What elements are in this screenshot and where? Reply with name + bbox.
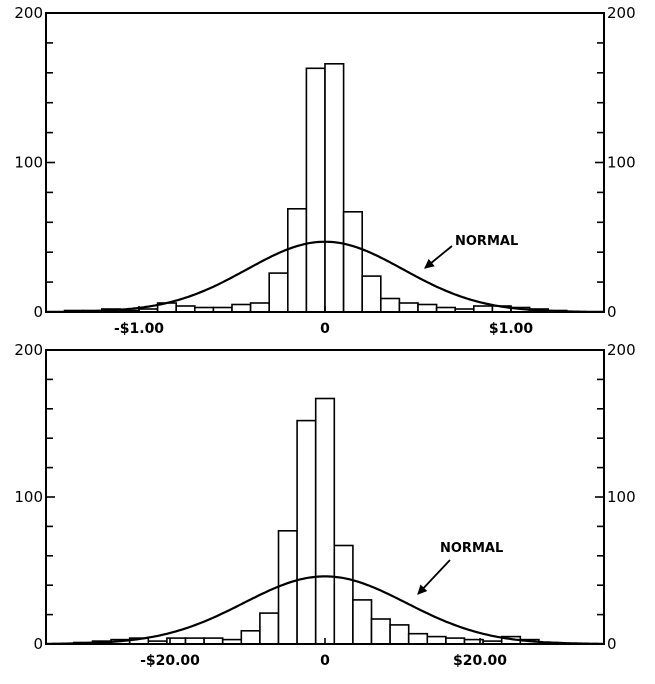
annotation-arrowhead [424, 258, 435, 269]
histogram-bar [407, 632, 429, 645]
histogram-bar [268, 272, 289, 313]
histogram-bar [352, 599, 373, 645]
histogram-bar [426, 635, 447, 645]
y-tick-label-left: 200 [14, 4, 43, 22]
normal-annotation: NORMAL [440, 541, 503, 556]
histogram-bar [333, 544, 354, 645]
x-tick-label: -$1.00 [114, 321, 164, 337]
annotation-arrowhead [417, 584, 428, 595]
histogram-bar [249, 302, 271, 313]
histogram-bar [370, 618, 391, 645]
normal-curve [46, 575, 604, 645]
x-tick-label: $1.00 [489, 321, 534, 337]
histogram-bar [389, 624, 410, 645]
x-tick-label: $20.00 [453, 653, 507, 669]
histogram-bar [231, 303, 252, 313]
x-tick-label: -$20.00 [140, 653, 200, 669]
chart-panel-2: 0 0 100 100 200 200 -$20.00 0 $20.00 NORMAL [14, 341, 635, 669]
normal-annotation: NORMAL [455, 234, 518, 249]
y-tick-label-right: 200 [607, 341, 636, 359]
x-tick-label: 0 [320, 321, 330, 337]
histogram-bar [296, 419, 317, 645]
chart-panel-1: 0 0 100 100 200 200 -$1.00 0 $1.00 NORMAL [14, 4, 635, 337]
y-tick-label-left: 100 [14, 488, 43, 506]
histogram-bar [240, 629, 261, 645]
histogram-bar [361, 275, 382, 313]
histogram-bar [324, 62, 345, 313]
y-tick-label-left: 0 [33, 303, 43, 321]
histogram-bar [417, 303, 438, 313]
y-tick-label-right: 100 [607, 488, 636, 506]
histogram-bar [398, 302, 419, 313]
y-tick-label-right: 200 [607, 4, 636, 22]
y-tick-label-right: 0 [607, 635, 617, 653]
x-tick-label: 0 [320, 653, 330, 669]
histogram-bar [379, 297, 401, 313]
y-tick-label-left: 200 [14, 341, 43, 359]
histogram-bar [342, 211, 364, 313]
y-tick-label-left: 0 [33, 635, 43, 653]
histogram-bar [314, 397, 336, 645]
y-tick-label-right: 100 [607, 154, 636, 172]
histogram-bar [259, 612, 280, 645]
y-tick-label-right: 0 [607, 303, 617, 321]
histogram-bar [277, 529, 298, 645]
y-tick-label-left: 100 [14, 154, 43, 172]
histogram-bar [305, 67, 326, 313]
histogram-bar [286, 208, 308, 313]
